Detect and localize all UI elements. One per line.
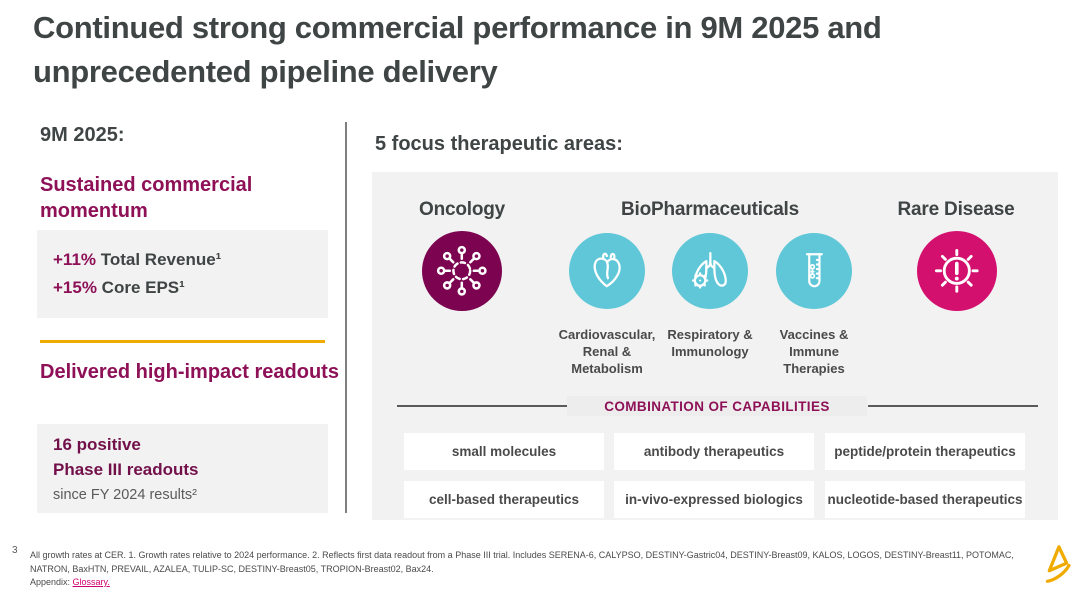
footnote: All growth rates at CER. 1. Growth rates… (30, 549, 1020, 590)
astrazeneca-logo (1045, 545, 1071, 583)
combination-band: COMBINATION OF CAPABILITIES (567, 396, 867, 416)
appendix-line: Appendix: Glossary. (30, 576, 1020, 590)
label-cardiovascular-renal-metabolism: Cardiovascular, Renal & Metabolism (558, 327, 656, 376)
metric-label: Total Revenue¹ (96, 250, 222, 269)
respiratory-badge (672, 233, 748, 309)
capability-nucleotide-based-therapeutics: nucleotide-based therapeutics (825, 481, 1025, 518)
readout-count: 16 positive (53, 434, 141, 454)
rare-disease-badge (917, 231, 997, 311)
glossary-link[interactable]: Glossary. (72, 577, 110, 587)
capability-small-molecules: small molecules (404, 433, 604, 470)
combination-title: COMBINATION OF CAPABILITIES (604, 398, 830, 414)
page-number: 3 (12, 545, 18, 556)
metric-label: Core EPS¹ (96, 278, 185, 297)
metric-value: +15% (53, 278, 97, 297)
label-respiratory-immunology: Respiratory & Immunology (667, 327, 753, 359)
period-heading: 9M 2025: (40, 124, 125, 146)
combination-left-rule (397, 405, 567, 407)
area-header-biopharmaceuticals: BioPharmaceuticals (620, 199, 800, 220)
test-tube-icon (805, 252, 823, 287)
alert-cell-icon (935, 249, 979, 293)
slide-title: Continued strong commercial performance … (33, 10, 882, 89)
metric-total-revenue: +11% Total Revenue¹ (53, 250, 328, 270)
vaccines-badge (776, 233, 852, 309)
heart-icon (593, 252, 621, 287)
appendix-label: Appendix: (30, 577, 73, 587)
capability-in-vivo-expressed-biologics: in-vivo-expressed biologics (614, 481, 814, 518)
readout-since: since FY 2024 results² (53, 486, 197, 503)
metric-value: +11% (53, 250, 97, 269)
footnote-line-1: All growth rates at CER. 1. Growth rates… (30, 550, 1014, 560)
gold-divider (40, 340, 325, 343)
readout-phase: Phase III readouts (53, 459, 199, 479)
readouts-box: 16 positive Phase III readouts since FY … (37, 424, 328, 513)
metrics-box: +11% Total Revenue¹ +15% Core EPS¹ (37, 230, 328, 318)
therapeutic-areas-heading: 5 focus therapeutic areas: (375, 133, 623, 155)
cancer-cell-icon (437, 246, 487, 296)
footnote-line-2: NATRON, BaxHTN, PREVAIL, AZALEA, TULIP-S… (30, 563, 434, 574)
readouts-heading: Delivered high-impact readouts (40, 361, 339, 383)
area-header-oncology: Oncology (418, 199, 505, 220)
metric-core-eps: +15% Core EPS¹ (53, 278, 328, 298)
lungs-virus-icon (691, 251, 727, 289)
label-vaccines-immune-therapies: Vaccines & Immune Therapies (779, 327, 849, 376)
combination-right-rule (868, 405, 1038, 407)
capability-antibody-therapeutics: antibody therapeutics (614, 433, 814, 470)
capability-cell-based-therapeutics: cell-based therapeutics (404, 481, 604, 518)
commercial-momentum-heading: Sustained commercial momentum (40, 174, 253, 222)
area-header-rare-disease: Rare Disease (897, 199, 1015, 220)
cardiovascular-badge (569, 233, 645, 309)
capability-peptide-protein-therapeutics: peptide/protein therapeutics (825, 433, 1025, 470)
oncology-badge (422, 231, 502, 311)
vertical-divider (345, 122, 347, 513)
